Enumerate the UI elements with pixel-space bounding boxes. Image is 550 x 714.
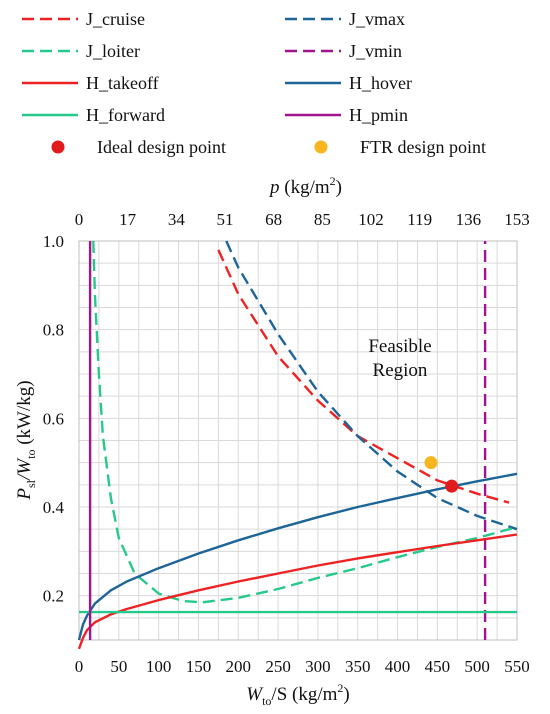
plot-frame bbox=[78, 240, 518, 641]
top-tick-label: 85 bbox=[314, 210, 331, 229]
legend-label-ideal-design-point: Ideal design point bbox=[97, 137, 226, 157]
legend-label-h-hover: H_hover bbox=[349, 73, 412, 93]
x-tick-label: 250 bbox=[265, 657, 291, 676]
x-tick-label: 200 bbox=[226, 657, 252, 676]
legend-label-h-pmin: H_pmin bbox=[349, 105, 408, 125]
top-tick-label: 51 bbox=[217, 210, 234, 229]
top-tick-label: 119 bbox=[407, 210, 432, 229]
legend-label-ftr-design-point: FTR design point bbox=[360, 137, 486, 157]
top-axis-title: p (kg/m2) bbox=[268, 174, 342, 198]
legend-swatch-ftr-design-point bbox=[314, 140, 328, 154]
y-tick-label: 0.2 bbox=[43, 587, 64, 606]
x-tick-label: 550 bbox=[504, 657, 530, 676]
series-j-cruise bbox=[217, 249, 510, 504]
design-points bbox=[424, 456, 459, 493]
top-tick-label: 17 bbox=[119, 210, 137, 229]
y-tick-label: 0.6 bbox=[43, 409, 64, 428]
y-tick-label: 1.0 bbox=[43, 232, 64, 251]
x-tick-label: 0 bbox=[75, 657, 84, 676]
y-tick-label: 0.8 bbox=[43, 321, 64, 340]
x-tick-label: 450 bbox=[425, 657, 451, 676]
x-tick-label: 400 bbox=[385, 657, 411, 676]
point-ftr-design-point bbox=[424, 456, 438, 470]
top-tick-label: 153 bbox=[504, 210, 530, 229]
point-ideal-design-point bbox=[445, 479, 459, 493]
tick-labels: 0 50 100 150 200 250 300 350 400 450 500 550 0.2 0.4 0… bbox=[43, 210, 530, 676]
legend-label-j-cruise: J_cruise bbox=[86, 9, 145, 29]
x-tick-label: 300 bbox=[305, 657, 331, 676]
legend-label-j-loiter: J_loiter bbox=[86, 41, 140, 61]
legend-label-j-vmin: J_vmin bbox=[349, 41, 402, 61]
x-axis-title: Wto/S (kg/m2) bbox=[246, 681, 349, 708]
legend-label-h-takeoff: H_takeoff bbox=[86, 73, 159, 93]
top-tick-label: 34 bbox=[168, 210, 186, 229]
legend-label-j-vmax: J_vmax bbox=[349, 9, 405, 29]
x-tick-label: 350 bbox=[345, 657, 371, 676]
legend-label-h-forward: H_forward bbox=[86, 105, 165, 125]
x-tick-label: 150 bbox=[186, 657, 212, 676]
feasible-region-label-line1: Feasible bbox=[368, 336, 431, 357]
x-tick-label: 100 bbox=[146, 657, 172, 676]
feasible-region-label-line2: Region bbox=[373, 360, 428, 381]
grid bbox=[78, 240, 518, 641]
top-tick-label: 0 bbox=[75, 210, 84, 229]
x-tick-label: 500 bbox=[464, 657, 490, 676]
legend: J_cruise J_vmax J_loiter J_vmin H_takeoff H_h… bbox=[22, 9, 486, 157]
plot-curves bbox=[77, 240, 518, 650]
legend-swatch-ideal-design-point bbox=[51, 140, 65, 154]
x-tick-label: 50 bbox=[110, 657, 127, 676]
top-tick-label: 102 bbox=[358, 210, 384, 229]
series-j-loiter bbox=[92, 240, 518, 604]
top-tick-label: 136 bbox=[456, 210, 482, 229]
series-j-vmax bbox=[225, 240, 518, 531]
y-tick-label: 0.4 bbox=[43, 498, 65, 517]
top-tick-label: 68 bbox=[265, 210, 282, 229]
y-axis-title: Psl/Wto (kW/kg) bbox=[14, 380, 38, 500]
